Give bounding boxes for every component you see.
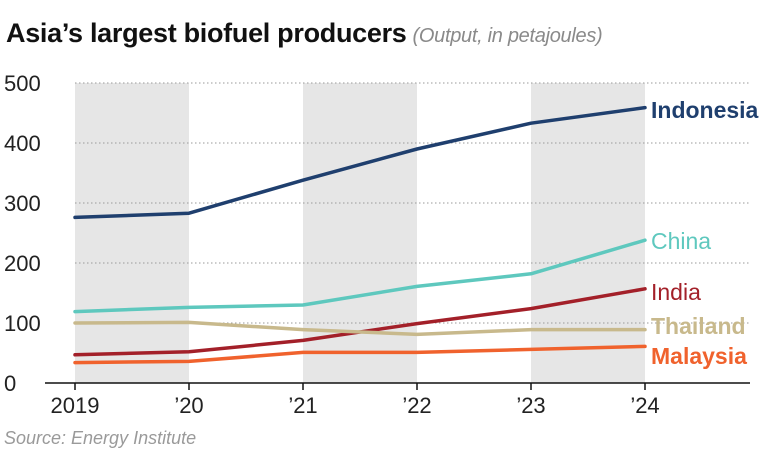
y-tick-label: 500 <box>4 71 41 96</box>
series-label-thailand: Thailand <box>651 313 746 339</box>
series-label-indonesia: Indonesia <box>651 97 759 123</box>
series-label-china: China <box>651 228 711 254</box>
chart-title: Asia’s largest biofuel producers (Output,… <box>6 18 603 49</box>
x-tick-label: ’22 <box>402 393 431 418</box>
y-tick-label: 0 <box>4 371 16 396</box>
x-tick-label: 2019 <box>51 393 100 418</box>
x-tick-label: ’24 <box>630 393 659 418</box>
y-tick-label: 400 <box>4 131 41 156</box>
series-line-malaysia <box>73 344 647 365</box>
y-tick-label: 300 <box>4 191 41 216</box>
series-label-malaysia: Malaysia <box>651 343 747 369</box>
series-line-indonesia <box>73 105 647 220</box>
title-text: Asia’s largest biofuel producers <box>6 18 407 48</box>
source-note: Source: Energy Institute <box>4 428 197 448</box>
shaded-column-0 <box>75 83 189 383</box>
y-tick-label: 100 <box>4 311 41 336</box>
y-tick-label: 200 <box>4 251 41 276</box>
x-tick-label: ’23 <box>516 393 545 418</box>
x-tick-label: ’21 <box>288 393 317 418</box>
chart-subtitle: (Output, in petajoules) <box>412 25 603 47</box>
series-line-china <box>73 238 647 314</box>
x-tick-label: ’20 <box>174 393 203 418</box>
series-label-india: India <box>651 279 701 305</box>
shaded-column-2 <box>531 83 645 383</box>
series-line-thailand <box>73 320 647 337</box>
